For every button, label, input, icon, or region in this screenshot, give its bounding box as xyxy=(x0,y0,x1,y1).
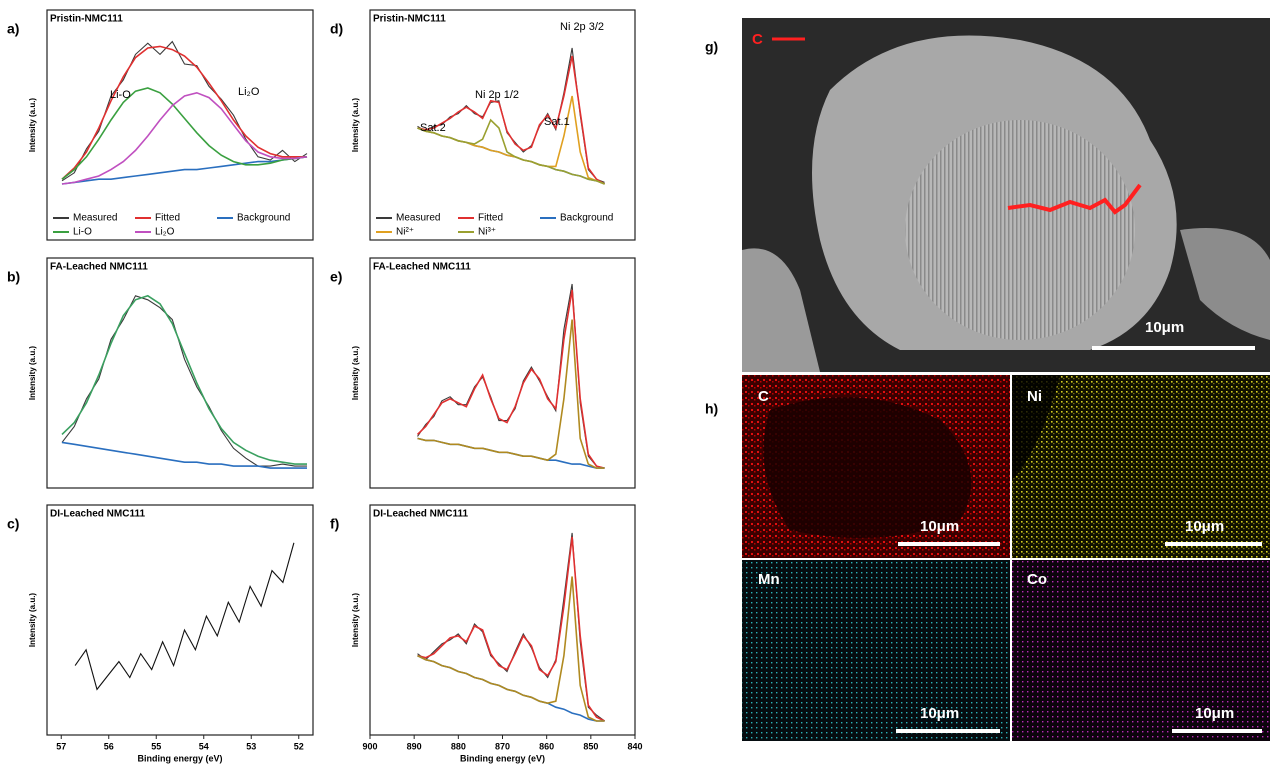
eds-maps: h) C Ni Mn Co 10μm 10μm 10μm 10μm xyxy=(705,375,1270,741)
annotation: Li-O xyxy=(110,89,131,101)
panel-label: g) xyxy=(705,39,718,55)
sem-image: g) C 10μm xyxy=(705,18,1270,372)
x-tick-label: 840 xyxy=(627,741,642,751)
legend-label: Fitted xyxy=(478,213,503,224)
legend-label: Ni³⁺ xyxy=(478,227,496,238)
element-label: C xyxy=(752,31,763,48)
xps-panel: e) FA-Leached NMC111 Intensity (a.u.) xyxy=(330,258,635,488)
x-tick-label: 870 xyxy=(495,741,510,751)
legend-label: Li₂O xyxy=(155,227,175,238)
x-tick-label: 54 xyxy=(199,741,209,751)
xps-panel: a) Pristin-NMC111 Intensity (a.u.) Measured… xyxy=(7,10,313,240)
milled-face xyxy=(905,120,1135,340)
legend-label: Measured xyxy=(73,213,117,224)
y-axis-label: Intensity (a.u.) xyxy=(351,593,360,648)
plot-frame xyxy=(47,258,313,488)
xps-panel: c) DI-Leached NMC111 Intensity (a.u.) 57 56 5… xyxy=(7,505,313,763)
legend-label: Measured xyxy=(396,213,440,224)
y-axis-label: Intensity (a.u.) xyxy=(351,98,360,153)
series-line xyxy=(418,48,605,182)
series-line xyxy=(418,96,605,184)
scale-bar-label: 10μm xyxy=(920,518,959,535)
series-line xyxy=(62,296,307,466)
y-axis-label: Intensity (a.u.) xyxy=(351,346,360,401)
series-line xyxy=(418,656,605,721)
x-tick-label: 57 xyxy=(56,741,66,751)
panel-title: DI-Leached NMC111 xyxy=(50,509,145,520)
xps-panel: d) Pristin-NMC111 Intensity (a.u.) Measured… xyxy=(330,10,635,240)
legend-label: Li-O xyxy=(73,227,92,238)
panel-label: h) xyxy=(705,401,718,417)
series-line xyxy=(62,157,307,184)
y-axis-label: Intensity (a.u.) xyxy=(28,593,37,648)
plot-frame xyxy=(370,10,635,240)
panel-label: c) xyxy=(7,516,19,532)
panel-label: a) xyxy=(7,21,19,37)
panel-label: d) xyxy=(330,21,343,37)
x-tick-label: 52 xyxy=(294,741,304,751)
annotation: Sat.1 xyxy=(544,116,570,128)
plot-frame xyxy=(370,258,635,488)
element-label: Mn xyxy=(758,571,780,588)
scale-bar-label: 10μm xyxy=(1145,319,1184,336)
xps-panel: b) FA-Leached NMC111 Intensity (a.u.) xyxy=(7,258,313,488)
x-tick-label: 56 xyxy=(104,741,114,751)
legend-label: Background xyxy=(237,213,290,224)
element-label: C xyxy=(758,388,769,405)
annotation: Li₂O xyxy=(238,86,260,98)
element-label: Co xyxy=(1027,571,1047,588)
plot-frame xyxy=(47,10,313,240)
panel-title: FA-Leached NMC111 xyxy=(373,262,471,273)
series-line xyxy=(62,46,307,179)
panel-title: DI-Leached NMC111 xyxy=(373,509,468,520)
x-tick-label: 890 xyxy=(407,741,422,751)
panel-title: Pristin-NMC111 xyxy=(373,14,446,25)
series-line xyxy=(62,42,307,181)
annotation: Ni 2p 1/2 xyxy=(475,89,519,101)
panel-label: e) xyxy=(330,269,342,285)
plot-frame xyxy=(370,505,635,735)
scale-bar-label: 10μm xyxy=(920,705,959,722)
series-line xyxy=(75,543,294,690)
scale-bar-label: 10μm xyxy=(1195,705,1234,722)
panel-title: Pristin-NMC111 xyxy=(50,14,123,25)
panel-label: b) xyxy=(7,269,20,285)
legend-label: Fitted xyxy=(155,213,180,224)
eds-map xyxy=(742,560,1010,741)
legend-label: Ni²⁺ xyxy=(396,227,414,238)
panel-title: FA-Leached NMC111 xyxy=(50,262,148,273)
element-label: Ni xyxy=(1027,388,1042,405)
panel-label: f) xyxy=(330,516,339,532)
x-axis-label: Binding energy (eV) xyxy=(137,753,222,763)
x-axis-label: Binding energy (eV) xyxy=(460,753,545,763)
x-tick-label: 880 xyxy=(451,741,466,751)
series-line xyxy=(62,442,307,468)
plot-frame xyxy=(47,505,313,735)
series-line xyxy=(62,88,307,179)
y-axis-label: Intensity (a.u.) xyxy=(28,346,37,401)
x-tick-label: 900 xyxy=(362,741,377,751)
scale-bar-label: 10μm xyxy=(1185,518,1224,535)
y-axis-label: Intensity (a.u.) xyxy=(28,98,37,153)
x-tick-label: 55 xyxy=(151,741,161,751)
figure: g) C 10μm h) C Ni Mn Co 10μm 10μm 10μm 1… xyxy=(0,0,1270,769)
annotation: Sat.2 xyxy=(420,122,446,134)
x-tick-label: 53 xyxy=(246,741,256,751)
legend-label: Background xyxy=(560,213,613,224)
annotation: Ni 2p 3/2 xyxy=(560,21,604,33)
x-tick-label: 850 xyxy=(583,741,598,751)
series-line xyxy=(418,56,605,184)
x-tick-label: 860 xyxy=(539,741,554,751)
xps-panel: f) DI-Leached NMC111 Intensity (a.u.) 900 89… xyxy=(330,505,643,763)
